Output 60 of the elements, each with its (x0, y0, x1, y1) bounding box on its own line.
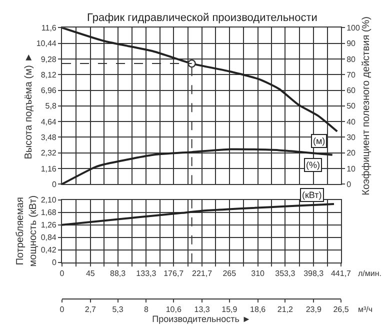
y2-tick-label: 40 (346, 117, 356, 126)
y2-tick-label: 30 (346, 133, 356, 142)
x-axis-title: Производительность ► (152, 314, 251, 324)
x2-tick-label: 10,6 (166, 304, 182, 314)
x-tick-label: 265 (222, 269, 237, 278)
x2-tick-label: 2,7 (84, 304, 97, 314)
y2-tick-label: 80 (346, 54, 356, 64)
x-tick-label: 310 (251, 269, 266, 278)
x2-tick-label: 15,9 (222, 304, 238, 314)
y2-tick-label: 60 (346, 86, 356, 96)
text: м³/ч (358, 305, 373, 314)
x-tick-label: 133,3 (136, 269, 157, 278)
series-label: (м) (313, 136, 326, 146)
x-tick-label: 45 (86, 269, 96, 278)
y-axis-title: Потребляемая мощность (кВт) (14, 195, 39, 267)
y-tick-label: 10,44 (36, 39, 57, 48)
y-tick-label: 4,64 (40, 117, 57, 126)
x2-tick-label: 13,3 (194, 304, 210, 314)
y-tick-label: 2,32 (40, 148, 57, 158)
x-tick-label: 441,7 (330, 269, 352, 278)
x-tick-label: 88,3 (110, 269, 126, 278)
y2-tick-label: 20 (346, 148, 356, 158)
y-tick-label: 9,28 (40, 54, 57, 64)
y2-tick-label: 100 (346, 23, 360, 32)
x-tick-label: 221,7 (192, 269, 213, 278)
y-tick-label: 3,48 (40, 133, 57, 142)
chart-title: График гидравлической производительности (87, 12, 318, 24)
y-tick-label: 1,26 (40, 220, 57, 230)
y2-axis-title: Коэффициент полезного действия (%) (361, 16, 372, 196)
x-tick-label: 176,7 (164, 269, 184, 278)
series-label: (%) (306, 160, 320, 170)
x2-tick-label: 21,2 (277, 304, 294, 314)
y-tick-label: 5,8 (45, 102, 57, 111)
y-tick-label: 1,16 (40, 164, 57, 174)
x2-tick-label: 26,5 (333, 304, 350, 314)
y-tick-label: 1,68 (40, 208, 57, 218)
y-tick-label: 0,84 (40, 233, 57, 242)
series-label: (кВт) (302, 190, 322, 200)
y2-tick-label: 50 (346, 102, 356, 111)
y-tick-label: 8,12 (40, 70, 57, 80)
x2-tick-label: 5,3 (112, 304, 124, 314)
x-tick-label: 353,3 (275, 269, 296, 278)
text: л/мин. (358, 269, 382, 278)
x2-tick-label: 18,6 (250, 304, 266, 314)
x-tick-label: 398,3 (304, 269, 324, 278)
x-tick-label: 0 (60, 269, 65, 278)
x2-tick-label: 23,9 (306, 304, 322, 314)
y-tick-label: 0,42 (40, 246, 57, 255)
y2-tick-label: 0 (346, 180, 352, 189)
x2-tick-label: 8 (144, 304, 150, 314)
y-tick-label: 6,96 (40, 86, 57, 96)
y2-tick-label: 70 (346, 70, 356, 80)
y2-tick-label: 10 (346, 164, 356, 174)
x2-tick-label: 0 (60, 304, 65, 314)
y-axis-title: Высота подъёма (м) ► (23, 52, 34, 160)
y-tick-label: 11,6 (41, 23, 57, 32)
y2-tick-label: 90 (346, 39, 356, 48)
y-tick-label: 2,10 (40, 196, 57, 205)
y-tick-label: 0 (52, 258, 57, 268)
y-tick-label: 0 (52, 180, 57, 189)
